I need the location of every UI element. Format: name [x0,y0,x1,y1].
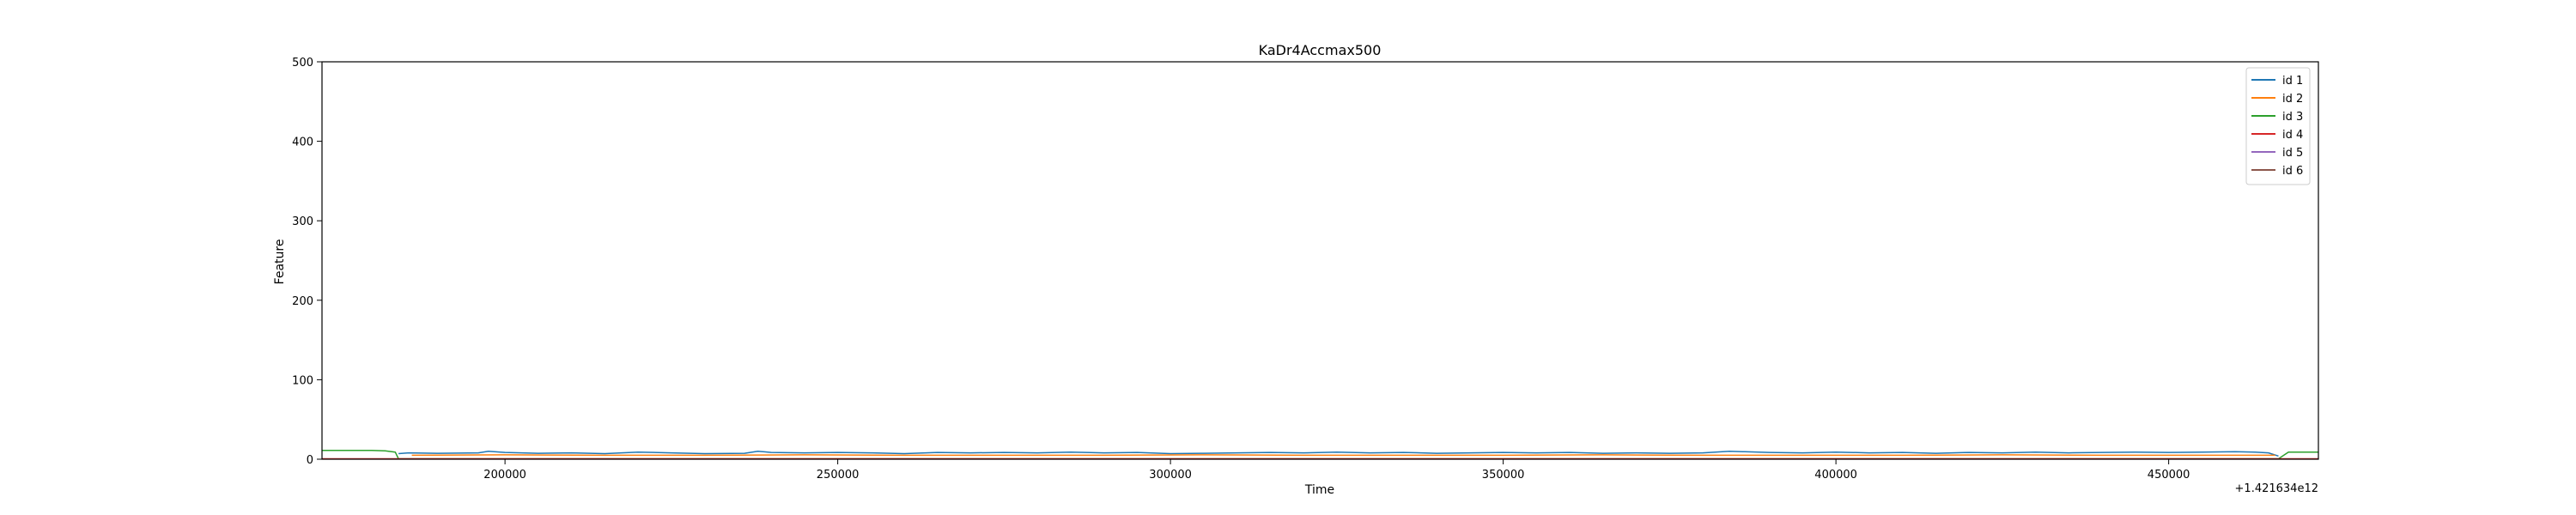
series-line-1 [398,450,2279,457]
chart-title: KaDr4Accmax500 [1259,42,1382,58]
legend-label: id 1 [2282,75,2303,88]
x-tick-label: 450000 [2148,469,2190,482]
y-tick-label: 0 [307,454,313,467]
legend: id 1 id 2 id 3 id 4 id 5 id 6 [2245,67,2311,185]
series-line-3 [322,450,2318,460]
series-layer [322,450,2318,460]
x-tick-label: 350000 [1482,469,1525,482]
x-axis-offset-label: +1.421634e12 [2235,482,2318,495]
x-axis-label: Time [1304,483,1334,497]
x-tick-label: 300000 [1149,469,1192,482]
y-ticks: 0 100 200 300 400 500 [292,57,322,467]
y-tick-label: 300 [292,215,313,228]
legend-label: id 2 [2282,93,2303,106]
legend-label: id 4 [2282,129,2303,142]
x-ticks: 200000 250000 300000 350000 400000 450000 [483,459,2190,482]
plot-frame [321,61,2319,460]
y-tick-label: 200 [292,295,313,308]
x-tick-label: 200000 [483,469,526,482]
legend-label: id 5 [2282,147,2303,160]
y-tick-label: 400 [292,136,313,149]
legend-label: id 6 [2282,165,2303,178]
x-tick-label: 400000 [1814,469,1857,482]
y-axis-label: Feature [273,239,287,285]
x-tick-label: 250000 [817,469,860,482]
series-line-2 [411,454,2275,457]
legend-label: id 3 [2282,111,2303,124]
y-tick-label: 500 [292,57,313,70]
y-tick-label: 100 [292,374,313,387]
